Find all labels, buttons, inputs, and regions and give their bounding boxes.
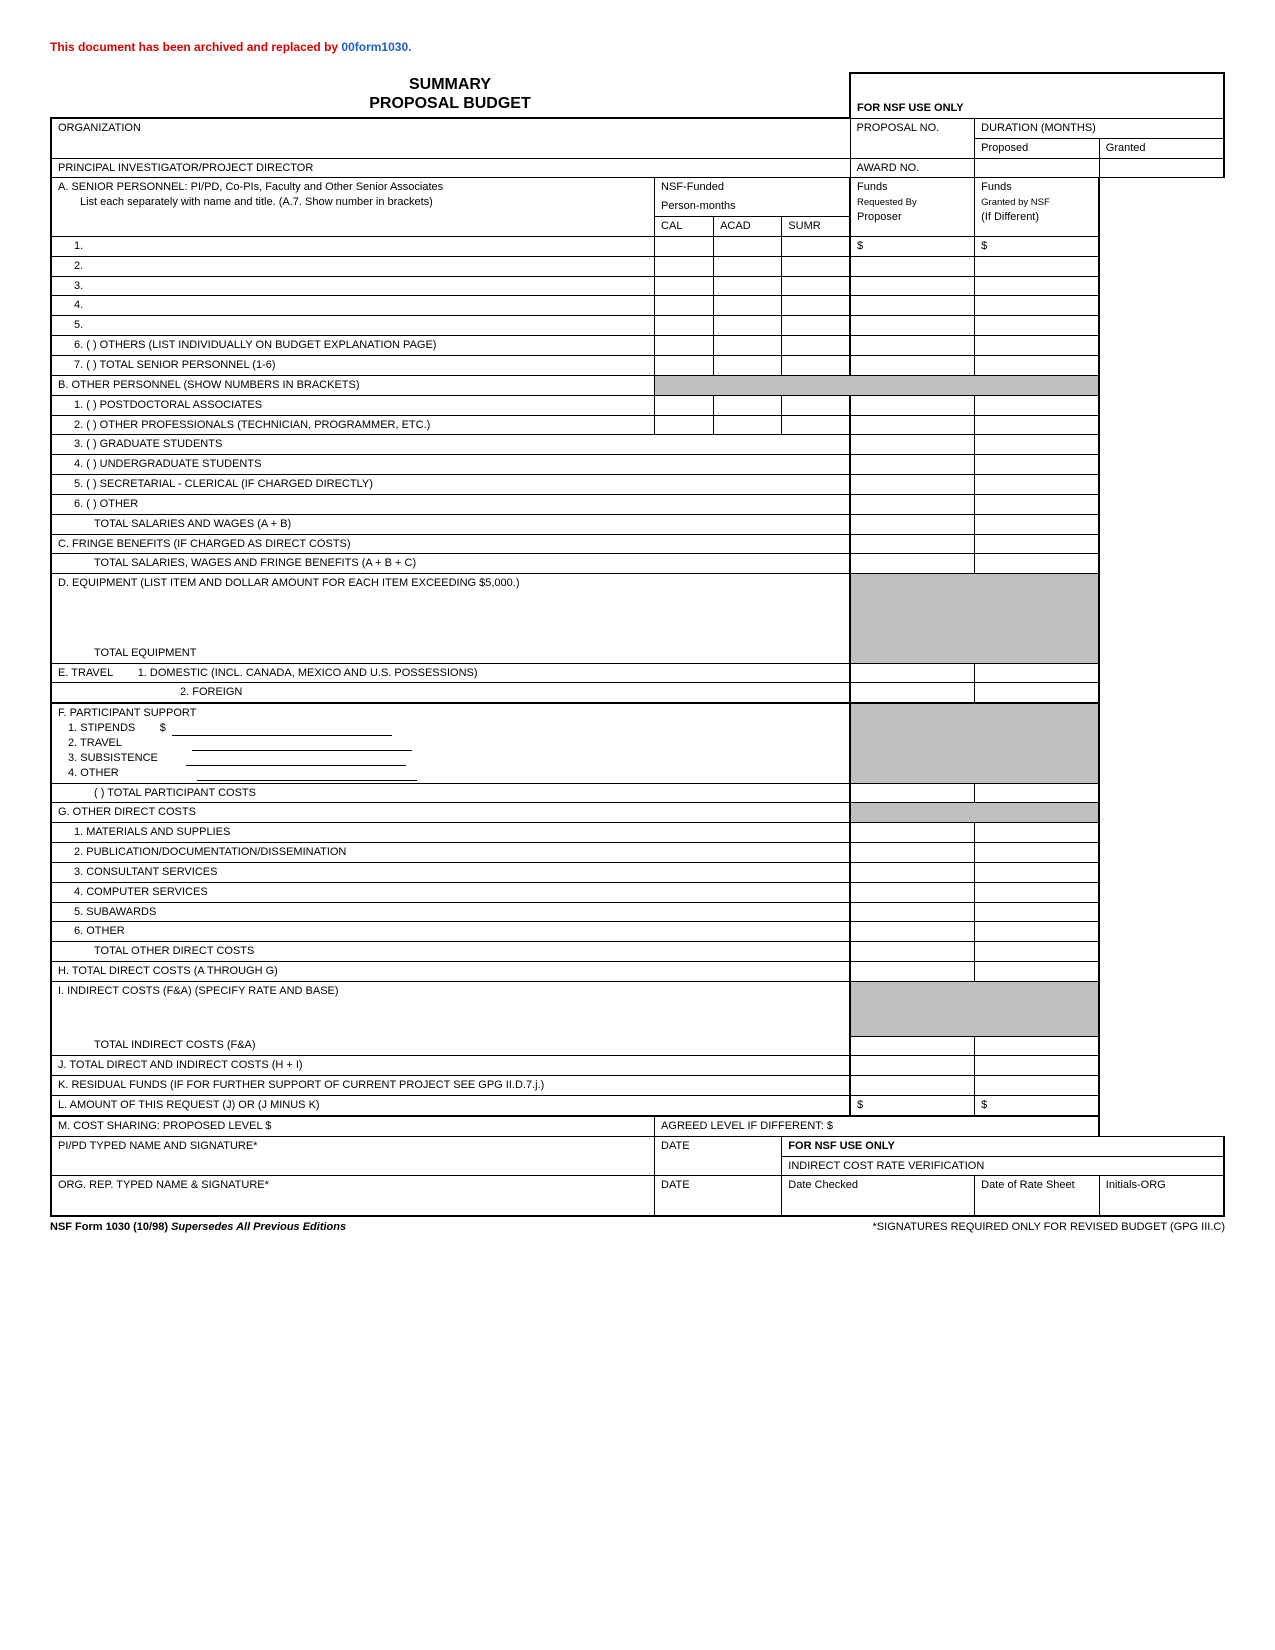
g-row-5: 5. SUBAWARDS [51,902,850,922]
section-c-title: C. FRINGE BENEFITS (IF CHARGED AS DIRECT… [51,534,850,554]
l-grant[interactable]: $ [975,1096,1100,1116]
pi-pd-label: PRINCIPAL INVESTIGATOR/PROJECT DIRECTOR [51,158,850,178]
org-signature-label: ORG. REP. TYPED NAME & SIGNATURE* [51,1176,655,1216]
initials-label: Initials-ORG [1099,1176,1224,1216]
pi-date-label: DATE [655,1136,782,1176]
archive-notice: This document has been archived and repl… [50,40,1225,54]
section-b-title: B. OTHER PERSONNEL (SHOW NUMBERS IN BRAC… [51,375,655,395]
proposed-value[interactable] [975,158,1100,178]
a-row-1: 1. [51,236,655,256]
nsf-funded-label: NSF-Funded [655,178,850,197]
a-row-3: 3. [51,276,655,296]
section-l: L. AMOUNT OF THIS REQUEST (J) OR (J MINU… [51,1096,850,1116]
a-row-5: 5. [51,316,655,336]
a-row-1-grant[interactable]: $ [975,236,1100,256]
section-a-subtitle: List each separately with name and title… [58,195,433,210]
d-grey [850,574,1099,644]
pi-signature-label: PI/PD TYPED NAME AND SIGNATURE* [51,1136,655,1176]
i-grey [850,981,1099,1036]
section-i-title: I. INDIRECT COSTS (F&A) (SPECIFY RATE AN… [51,981,850,1036]
b-row-2: 2. ( ) OTHER PROFESSIONALS (TECHNICIAN, … [51,415,655,435]
section-k: K. RESIDUAL FUNDS (IF FOR FURTHER SUPPOR… [51,1076,850,1096]
a-row-6: 6. ( ) OTHERS (LIST INDIVIDUALLY ON BUDG… [51,336,655,356]
budget-form: SUMMARYPROPOSAL BUDGET FOR NSF USE ONLY … [50,72,1225,1217]
b-total: TOTAL SALARIES AND WAGES (A + B) [51,514,850,534]
granted-label: Granted [1099,138,1224,158]
form-footer: NSF Form 1030 (10/98) Supersedes All Pre… [50,1221,1225,1233]
a-row-2: 2. [51,256,655,276]
footer-right: *SIGNATURES REQUIRED ONLY FOR REVISED BU… [873,1221,1225,1233]
b-row-1: 1. ( ) POSTDOCTORAL ASSOCIATES [51,395,655,415]
nsf-use-only-sig: FOR NSF USE ONLY [782,1136,1224,1156]
b-header-grey [655,375,1100,395]
g-row-4: 4. COMPUTER SERVICES [51,882,850,902]
org-date-label: DATE [655,1176,782,1216]
person-months-label: Person-months [655,197,850,216]
a-row-1-req[interactable]: $ [850,236,975,256]
sumr-label: SUMR [782,217,850,237]
form-title: SUMMARYPROPOSAL BUDGET [57,75,843,115]
g-row-3: 3. CONSULTANT SERVICES [51,862,850,882]
section-m-agreed: AGREED LEVEL IF DIFFERENT: $ [655,1116,1100,1136]
c-total: TOTAL SALARIES, WAGES AND FRINGE BENEFIT… [51,554,850,574]
g-row-6: 6. OTHER [51,922,850,942]
proposal-no-label: PROPOSAL NO. [850,118,975,158]
nsf-use-only-header: FOR NSF USE ONLY [850,73,1224,118]
g-grey [850,803,1099,823]
b-row-5: 5. ( ) SECRETARIAL - CLERICAL (IF CHARGE… [51,475,850,495]
section-m-title: M. COST SHARING: PROPOSED LEVEL $ [51,1116,655,1136]
indirect-verification: INDIRECT COST RATE VERIFICATION [782,1156,1224,1176]
section-j: J. TOTAL DIRECT AND INDIRECT COSTS (H + … [51,1056,850,1076]
section-g-title: G. OTHER DIRECT COSTS [51,803,850,823]
f-grey [850,703,1099,783]
e-row-2: 2. FOREIGN [51,683,850,703]
section-d-title: D. EQUIPMENT (LIST ITEM AND DOLLAR AMOUN… [51,574,850,644]
f-total: ( ) TOTAL PARTICIPANT COSTS [51,783,850,803]
archive-link[interactable]: 00form1030. [341,40,411,54]
cal-label: CAL [655,217,714,237]
b-row-4: 4. ( ) UNDERGRADUATE STUDENTS [51,455,850,475]
granted-value[interactable] [1099,158,1224,178]
e-row-1: E. TRAVEL 1. DOMESTIC (INCL. CANADA, MEX… [51,663,850,683]
duration-label: DURATION (MONTHS) [975,118,1224,138]
g-row-2: 2. PUBLICATION/DOCUMENTATION/DISSEMINATI… [51,843,850,863]
date-checked-label: Date Checked [782,1176,975,1216]
award-no-label: AWARD NO. [850,158,975,178]
d-total: TOTAL EQUIPMENT [51,644,850,663]
b-row-6: 6. ( ) OTHER [51,494,850,514]
archive-text: This document has been archived and repl… [50,40,341,54]
i-total: TOTAL INDIRECT COSTS (F&A) [51,1036,850,1055]
a-row-4: 4. [51,296,655,316]
section-a-title: A. SENIOR PERSONNEL: PI/PD, Co-PIs, Facu… [58,181,443,193]
l-req[interactable]: $ [850,1096,975,1116]
proposed-label: Proposed [975,138,1100,158]
g-total: TOTAL OTHER DIRECT COSTS [51,942,850,962]
section-f: F. PARTICIPANT SUPPORT 1. STIPENDS $ 2. … [51,703,850,783]
section-h: H. TOTAL DIRECT COSTS (A THROUGH G) [51,962,850,982]
a-row-7: 7. ( ) TOTAL SENIOR PERSONNEL (1-6) [51,356,655,376]
organization-label: ORGANIZATION [51,118,850,158]
acad-label: ACAD [714,217,782,237]
date-rate-label: Date of Rate Sheet [975,1176,1100,1216]
g-row-1: 1. MATERIALS AND SUPPLIES [51,823,850,843]
b-row-3: 3. ( ) GRADUATE STUDENTS [51,435,850,455]
